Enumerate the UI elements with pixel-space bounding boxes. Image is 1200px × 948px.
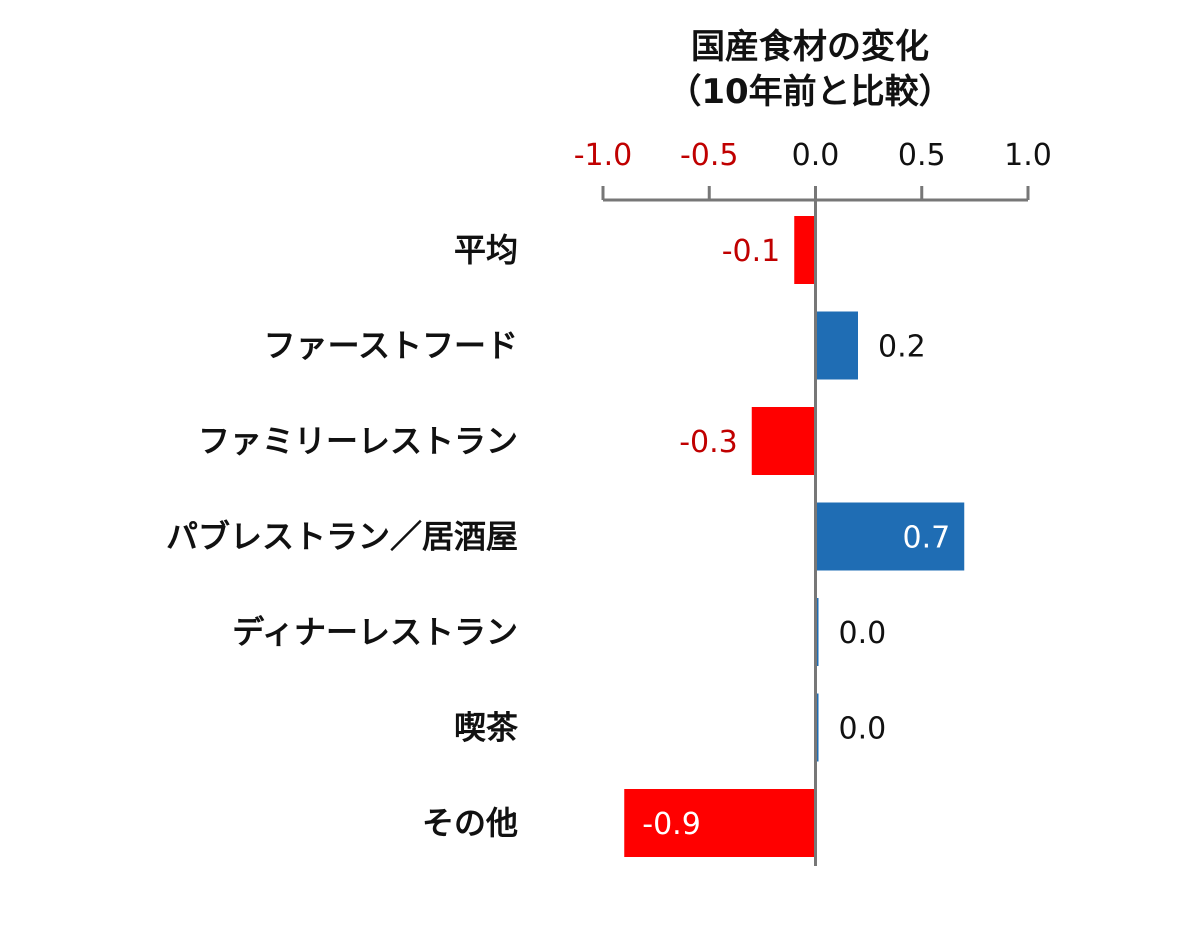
bars: 平均 -0.1 ファーストフード 0.2 ファミリーレストラン -0.3 パブレストラン／居… [166, 186, 965, 866]
bar [815, 502, 965, 571]
value-label: 0.7 [903, 521, 951, 556]
x-axis: -1.0 -0.5 0.0 0.5 1.0 [574, 138, 1052, 202]
bar [815, 311, 858, 380]
category-label: ディナーレストラン [232, 613, 518, 651]
category-label: その他 [422, 804, 518, 842]
bar-row: パブレストラン／居酒屋 0.7 [166, 502, 965, 571]
category-label: 平均 [454, 231, 518, 269]
chart-title-line1: 国産食材の変化 [691, 27, 929, 67]
value-label: 0.0 [839, 712, 887, 747]
bar-row: ファミリーレストラン -0.3 [198, 407, 816, 475]
tick-label: -1.0 [574, 138, 633, 173]
value-label: -0.3 [679, 425, 738, 460]
category-label: 喫茶 [454, 709, 519, 747]
tick-label: 1.0 [1004, 138, 1052, 173]
tick-label: -0.5 [680, 138, 739, 173]
category-label: ファーストフード [264, 327, 518, 365]
value-label: -0.1 [722, 234, 781, 269]
category-label: ファミリーレストラン [198, 422, 518, 460]
bar [794, 216, 816, 284]
value-label: -0.9 [642, 807, 701, 842]
bar-row: ディナーレストラン 0.0 [232, 598, 886, 666]
chart-title-line2: （10年前と比較） [667, 72, 952, 112]
bar-row: 平均 -0.1 [454, 216, 816, 284]
bar-row: ファーストフード 0.2 [264, 311, 926, 380]
value-label: 0.0 [839, 616, 887, 651]
value-label: 0.2 [878, 330, 926, 365]
bar [751, 407, 816, 475]
bar [624, 789, 816, 857]
bar-row: 喫茶 0.0 [454, 693, 887, 762]
tick-label: 0.0 [792, 138, 840, 173]
category-label: パブレストラン／居酒屋 [166, 518, 518, 556]
tick-label: 0.5 [898, 138, 946, 173]
bar-row: その他 -0.9 [422, 789, 816, 857]
